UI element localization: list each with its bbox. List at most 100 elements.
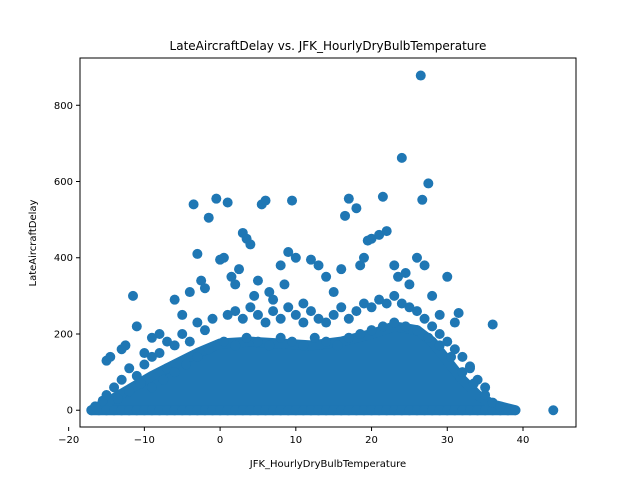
scatter-point — [328, 309, 339, 320]
scatter-point — [177, 405, 188, 416]
scatter-point — [226, 271, 237, 282]
scatter-point — [268, 294, 279, 305]
scatter-point — [358, 405, 369, 416]
scatter-point — [290, 252, 301, 263]
scatter-point — [105, 351, 116, 362]
scatter-point — [169, 405, 180, 416]
x-tick-label: 0 — [217, 435, 223, 446]
scatter-point — [264, 287, 275, 298]
x-tick-label: 20 — [365, 435, 378, 446]
scatter-point — [290, 405, 301, 416]
scatter-point — [321, 317, 332, 328]
scatter-point — [309, 332, 320, 343]
scatter-point — [245, 405, 256, 416]
scatter-point — [298, 340, 309, 351]
scatter-point — [139, 359, 150, 370]
scatter-point — [287, 195, 298, 206]
scatter-point — [434, 340, 445, 351]
scatter-point — [336, 405, 347, 416]
scatter-point — [139, 405, 150, 416]
scatter-point — [423, 332, 434, 343]
scatter-point — [169, 340, 180, 351]
scatter-point — [487, 397, 498, 408]
y-axis-label: LateAircraftDelay — [28, 199, 39, 286]
scatter-point — [275, 332, 286, 343]
scatter-point — [131, 321, 142, 332]
scatter-point — [146, 332, 157, 343]
scatter-point — [275, 405, 286, 416]
scatter-point — [434, 309, 445, 320]
y-tick-label: 600 — [54, 177, 73, 188]
scatter-point — [404, 302, 415, 313]
scatter-point — [427, 321, 438, 332]
x-tick-label: −10 — [134, 435, 155, 446]
scatter-point — [162, 405, 173, 416]
scatter-point — [154, 405, 165, 416]
scatter-point — [192, 405, 203, 416]
y-tick-label: 200 — [54, 329, 73, 340]
scatter-point — [188, 199, 199, 210]
x-tick-label: 30 — [441, 435, 454, 446]
scatter-point — [283, 247, 294, 258]
scatter-point — [393, 271, 404, 282]
scatter-point — [268, 306, 279, 317]
scatter-point — [275, 260, 286, 271]
scatter-point — [400, 267, 411, 278]
scatter-point — [222, 197, 233, 208]
scatter-point — [389, 260, 400, 271]
scatter-point — [154, 328, 165, 339]
scatter-point — [252, 275, 263, 286]
scatter-point — [332, 340, 343, 351]
scatter-point — [264, 340, 275, 351]
scatter-point — [389, 317, 400, 328]
scatter-point — [207, 405, 218, 416]
scatter-point — [249, 290, 260, 301]
scatter-point — [313, 313, 324, 324]
scatter-point — [215, 405, 226, 416]
scatter-point — [237, 405, 248, 416]
scatter-point — [502, 405, 513, 416]
scatter-point — [222, 405, 233, 416]
scatter-point — [237, 313, 248, 324]
scatter-point — [181, 359, 192, 370]
scatter-point — [109, 405, 120, 416]
scatter-point — [377, 321, 388, 332]
scatter-point — [404, 279, 415, 290]
scatter-point — [245, 239, 256, 250]
scatter-point — [230, 306, 241, 317]
scatter-point — [404, 405, 415, 416]
scatter-point — [275, 313, 286, 324]
scatter-point — [336, 264, 347, 275]
scatter-point — [480, 389, 491, 400]
scatter-point — [389, 405, 400, 416]
scatter-point — [415, 70, 426, 81]
scatter-point — [340, 210, 351, 221]
scatter-point — [184, 336, 195, 347]
scatter-point — [124, 386, 135, 397]
scatter-point — [427, 405, 438, 416]
scatter-point — [211, 193, 222, 204]
scatter-point — [146, 405, 157, 416]
scatter-point — [260, 195, 271, 206]
scatter-point — [218, 252, 229, 263]
scatter-point — [101, 405, 112, 416]
scatter-point — [135, 378, 146, 389]
scatter-point — [355, 328, 366, 339]
y-tick-label: 400 — [54, 253, 73, 264]
y-axis: 0 200 400 600 800 — [54, 101, 80, 417]
scatter-point — [116, 405, 127, 416]
scatter-point — [510, 405, 521, 416]
scatter-point — [196, 275, 207, 286]
scatter-point — [366, 302, 377, 313]
scatter-point — [411, 306, 422, 317]
plot-frame — [79, 57, 577, 428]
scatter-point — [400, 321, 411, 332]
scatter-point — [464, 363, 475, 374]
scatter-point — [366, 233, 377, 244]
scatter-point — [411, 252, 422, 263]
scatter-point — [268, 405, 279, 416]
scatter-point — [548, 405, 559, 416]
scatter-point — [343, 332, 354, 343]
x-tick-label: 40 — [517, 435, 530, 446]
scatter-point — [192, 351, 203, 362]
